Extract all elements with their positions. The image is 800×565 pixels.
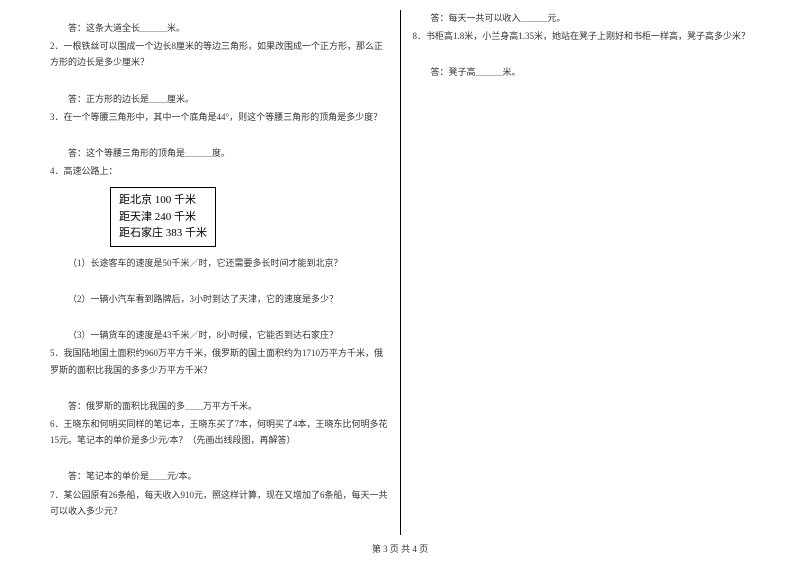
page-footer: 第 3 页 共 4 页 bbox=[0, 542, 800, 555]
question-6: 6．王晓东和何明买同样的笔记本，王晓东买了7本，何明买了4本，王晓东比何明多花1… bbox=[50, 416, 388, 448]
road-sign-box: 距北京 100 千米 距天津 240 千米 距石家庄 383 千米 bbox=[110, 187, 216, 247]
question-4-1: （1）长途客车的速度是50千米／时，它还需要多长时间才能到北京？ bbox=[50, 255, 388, 271]
answer-1: 答：这条大道全长＿＿＿米。 bbox=[50, 20, 388, 36]
question-2: 2．一根铁丝可以围成一个边长8厘米的等边三角形，如果改围成一个正方形，那么正方形… bbox=[50, 38, 388, 70]
answer-2: 答：正方形的边长是＿＿厘米。 bbox=[50, 91, 388, 107]
answer-3: 答：这个等腰三角形的顶角是＿＿＿度。 bbox=[50, 145, 388, 161]
question-4-3: （3）一辆货车的速度是43千米／时，8小时候，它能否到达石家庄？ bbox=[50, 327, 388, 343]
page-container: 答：这条大道全长＿＿＿米。 2．一根铁丝可以围成一个边长8厘米的等边三角形，如果… bbox=[0, 0, 800, 565]
question-8: 8．书柜高1.8米，小兰身高1.35米，她站在凳子上刚好和书柜一样高，凳子高多少… bbox=[413, 28, 751, 44]
left-column: 答：这条大道全长＿＿＿米。 2．一根铁丝可以围成一个边长8厘米的等边三角形，如果… bbox=[40, 10, 398, 535]
question-4-2: （2）一辆小汽车看到路牌后，3小时到达了天津，它的速度是多少？ bbox=[50, 291, 388, 307]
road-line-3: 距石家庄 383 千米 bbox=[119, 225, 207, 242]
answer-8: 答：凳子高＿＿＿米。 bbox=[413, 64, 751, 80]
answer-6: 答：笔记本的单价是＿＿元/本。 bbox=[50, 468, 388, 484]
road-line-1: 距北京 100 千米 bbox=[119, 192, 207, 209]
question-5: 5．我国陆地国土面积约960万平方千米，俄罗斯的国土面积约为1710万平方千米，… bbox=[50, 345, 388, 377]
road-line-2: 距天津 240 千米 bbox=[119, 209, 207, 226]
right-column: 答：每天一共可以收入＿＿＿元。 8．书柜高1.8米，小兰身高1.35米，她站在凳… bbox=[403, 10, 761, 535]
question-3: 3．在一个等腰三角形中，其中一个底角是44°，则这个等腰三角形的顶角是多少度？ bbox=[50, 109, 388, 125]
answer-5: 答：俄罗斯的面积比我国的多＿＿万平方千米。 bbox=[50, 398, 388, 414]
column-divider bbox=[400, 10, 401, 535]
question-7: 7．某公园原有26条船，每天收入910元，照这样计算，现在又增加了6条船，每天一… bbox=[50, 487, 388, 519]
answer-7: 答：每天一共可以收入＿＿＿元。 bbox=[413, 10, 751, 26]
question-4: 4．高速公路上： bbox=[50, 163, 388, 179]
